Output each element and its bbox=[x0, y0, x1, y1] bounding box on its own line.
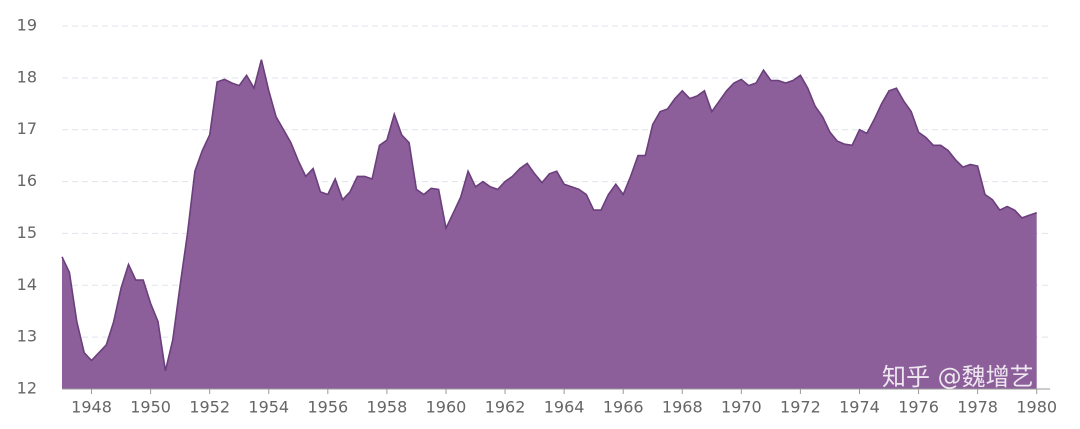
x-tick-label: 1964 bbox=[544, 398, 585, 417]
y-tick-label: 12 bbox=[17, 379, 37, 398]
x-tick-label: 1968 bbox=[662, 398, 703, 417]
y-tick-label: 14 bbox=[17, 275, 37, 294]
x-tick-label: 1976 bbox=[898, 398, 939, 417]
y-tick-label: 16 bbox=[17, 171, 37, 190]
y-tick-label: 17 bbox=[17, 119, 37, 138]
x-tick-label: 1966 bbox=[603, 398, 644, 417]
y-tick-label: 19 bbox=[17, 16, 37, 35]
y-tick-label: 15 bbox=[17, 223, 37, 242]
x-tick-label: 1958 bbox=[367, 398, 408, 417]
watermark: 知乎 @魏增艺 bbox=[882, 363, 1034, 391]
x-tick-label: 1972 bbox=[780, 398, 821, 417]
x-tick-label: 1950 bbox=[130, 398, 171, 417]
x-tick-label: 1956 bbox=[307, 398, 348, 417]
y-tick-label: 13 bbox=[17, 327, 37, 346]
x-tick-label: 1974 bbox=[839, 398, 880, 417]
x-tick-label: 1954 bbox=[248, 398, 289, 417]
area bbox=[62, 59, 1037, 389]
line bbox=[61, 59, 1037, 372]
x-tick-label: 1952 bbox=[189, 398, 230, 417]
x-tick-label: 1962 bbox=[485, 398, 526, 417]
x-tick-label: 1970 bbox=[721, 398, 762, 417]
x-tick-label: 1980 bbox=[1016, 398, 1057, 417]
y-tick-label: 18 bbox=[17, 67, 37, 86]
x-tick-label: 1960 bbox=[426, 398, 467, 417]
x-tick-label: 1948 bbox=[71, 398, 112, 417]
x-tick-label: 1978 bbox=[957, 398, 998, 417]
